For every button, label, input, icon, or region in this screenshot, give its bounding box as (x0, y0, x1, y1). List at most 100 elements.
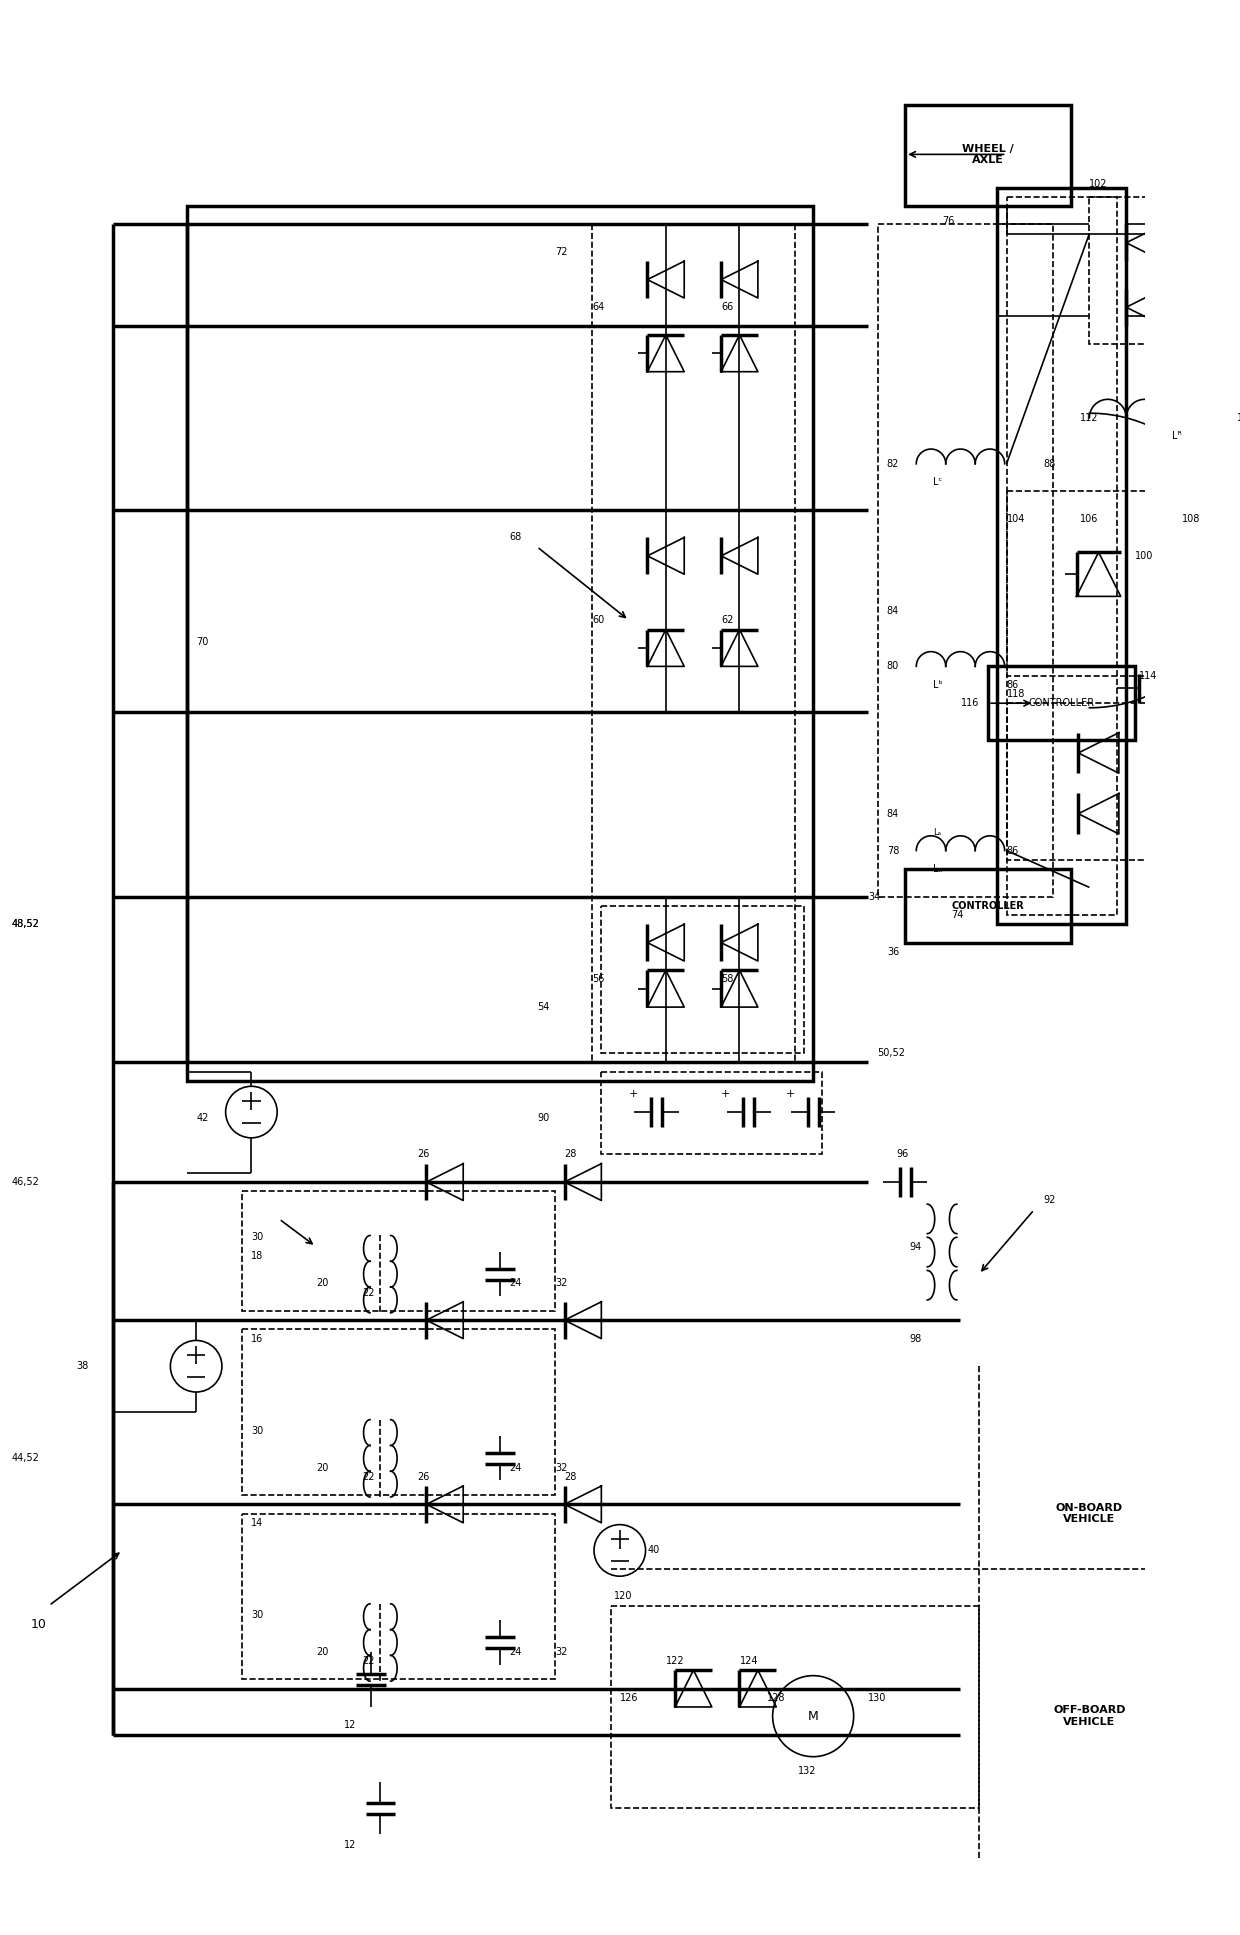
Bar (1090, 197, 1240, 344)
Text: 30: 30 (252, 1610, 264, 1620)
Text: 32: 32 (556, 1647, 568, 1656)
Text: 126: 126 (620, 1693, 639, 1703)
Text: 98: 98 (909, 1333, 921, 1343)
Text: 122: 122 (666, 1656, 684, 1666)
Bar (242, 1192, 556, 1312)
Text: 116: 116 (961, 699, 978, 708)
Text: 62: 62 (720, 615, 733, 625)
Text: 24: 24 (510, 1647, 522, 1656)
Text: 92: 92 (1043, 1196, 1055, 1206)
Text: 88: 88 (1043, 459, 1055, 468)
Text: 72: 72 (556, 248, 568, 257)
Text: 14: 14 (252, 1517, 264, 1529)
Text: 12: 12 (343, 1840, 356, 1850)
Text: 32: 32 (556, 1463, 568, 1473)
Text: 128: 128 (768, 1693, 786, 1703)
Text: ON-BOARD
VEHICLE: ON-BOARD VEHICLE (1055, 1503, 1123, 1525)
Bar (242, 1329, 556, 1496)
Bar (905, 104, 1071, 205)
Text: CONTROLLER: CONTROLLER (952, 902, 1024, 911)
Text: 26: 26 (417, 1149, 429, 1159)
Text: 22: 22 (362, 1287, 374, 1298)
Bar (601, 906, 804, 1053)
Text: 78: 78 (887, 846, 899, 855)
Text: 20: 20 (316, 1463, 329, 1473)
Bar (1007, 197, 1117, 915)
Text: 58: 58 (720, 975, 733, 985)
Text: 24: 24 (510, 1279, 522, 1289)
Text: 118: 118 (1007, 689, 1025, 699)
Text: 60: 60 (593, 615, 604, 625)
Bar (1007, 702, 1240, 859)
Bar (242, 1513, 556, 1680)
Text: 26: 26 (417, 1473, 429, 1482)
Text: 16: 16 (252, 1333, 264, 1343)
Text: Lᴿ: Lᴿ (1172, 432, 1182, 441)
Text: 24: 24 (510, 1463, 522, 1473)
Text: Lᵇ: Lᵇ (932, 679, 942, 689)
Text: 112: 112 (1080, 412, 1099, 422)
Text: M: M (807, 1711, 818, 1722)
Text: 32: 32 (556, 1279, 568, 1289)
Text: 132: 132 (799, 1767, 817, 1776)
Text: 70: 70 (196, 637, 208, 648)
Text: 106: 106 (1080, 515, 1099, 524)
Text: 76: 76 (942, 215, 955, 226)
Text: 104: 104 (1007, 515, 1025, 524)
Text: 110: 110 (1236, 412, 1240, 422)
Text: 22: 22 (362, 1656, 374, 1666)
Text: 44,52: 44,52 (12, 1453, 40, 1463)
Text: 20: 20 (316, 1647, 329, 1656)
Text: +: + (720, 1089, 730, 1099)
Bar (878, 224, 1053, 896)
Text: 18: 18 (252, 1250, 264, 1262)
Text: 124: 124 (739, 1656, 758, 1666)
Text: Lₐ: Lₐ (932, 863, 942, 875)
Text: 50,52: 50,52 (878, 1049, 905, 1058)
Text: 94: 94 (909, 1242, 921, 1252)
Text: OFF-BOARD
VEHICLE: OFF-BOARD VEHICLE (1053, 1705, 1126, 1726)
Text: CONTROLLER: CONTROLLER (1029, 699, 1095, 708)
Text: 84: 84 (887, 809, 899, 819)
Text: 74: 74 (951, 909, 963, 919)
Bar (601, 1072, 822, 1155)
Text: 36: 36 (887, 946, 899, 956)
Text: Lₐ: Lₐ (932, 828, 941, 836)
Text: 130: 130 (868, 1693, 887, 1703)
Text: 48,52: 48,52 (12, 919, 40, 929)
Text: 28: 28 (564, 1149, 577, 1159)
Bar (997, 188, 1126, 925)
Text: 64: 64 (593, 302, 604, 312)
Text: WHEEL /
AXLE: WHEEL / AXLE (962, 143, 1014, 164)
Text: 38: 38 (77, 1360, 89, 1372)
Text: 56: 56 (593, 975, 605, 985)
Text: 28: 28 (564, 1473, 577, 1482)
Text: +: + (785, 1089, 795, 1099)
Text: +: + (629, 1089, 639, 1099)
Text: 90: 90 (537, 1113, 549, 1122)
Text: 82: 82 (887, 459, 899, 468)
Text: 54: 54 (537, 1002, 549, 1012)
Text: 66: 66 (720, 302, 733, 312)
Bar (988, 666, 1136, 739)
Text: 80: 80 (887, 662, 899, 671)
Text: 86: 86 (1007, 846, 1019, 855)
Text: 96: 96 (897, 1149, 908, 1159)
Text: 30: 30 (252, 1426, 264, 1436)
Text: 100: 100 (1136, 551, 1154, 561)
Text: 22: 22 (362, 1473, 374, 1482)
Text: 68: 68 (510, 532, 522, 542)
Bar (905, 869, 1071, 942)
Bar (1007, 491, 1240, 675)
Text: 120: 120 (614, 1591, 632, 1602)
Text: 108: 108 (1182, 515, 1200, 524)
Text: 114: 114 (1140, 671, 1157, 681)
Text: 30: 30 (252, 1233, 264, 1242)
Text: 10: 10 (31, 1618, 46, 1631)
Text: 40: 40 (647, 1546, 660, 1556)
Text: 102: 102 (1090, 178, 1107, 190)
Text: 48,52: 48,52 (12, 919, 40, 929)
Text: 86: 86 (1007, 679, 1019, 689)
Bar (187, 205, 813, 1082)
Text: 20: 20 (316, 1279, 329, 1289)
